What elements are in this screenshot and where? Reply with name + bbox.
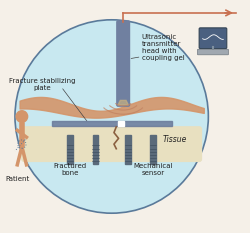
Circle shape <box>15 20 208 213</box>
Polygon shape <box>118 100 128 105</box>
FancyBboxPatch shape <box>117 21 130 106</box>
Bar <box>68 135 73 164</box>
Text: Tissue: Tissue <box>162 135 187 144</box>
FancyBboxPatch shape <box>22 127 202 161</box>
Bar <box>125 135 130 164</box>
Bar <box>118 121 124 126</box>
Text: Fracture stabilizing
plate: Fracture stabilizing plate <box>9 78 76 91</box>
FancyBboxPatch shape <box>198 49 228 55</box>
Bar <box>93 135 98 164</box>
Text: Mechanical
sensor: Mechanical sensor <box>133 163 173 176</box>
Bar <box>150 135 156 164</box>
Text: Patient: Patient <box>5 176 29 182</box>
FancyBboxPatch shape <box>199 28 227 49</box>
Text: Ultrasonic
transmitter
head with
coupling gel: Ultrasonic transmitter head with couplin… <box>142 34 184 61</box>
Bar <box>52 120 172 126</box>
Text: Fractured
bone: Fractured bone <box>54 163 87 176</box>
Circle shape <box>16 111 28 122</box>
